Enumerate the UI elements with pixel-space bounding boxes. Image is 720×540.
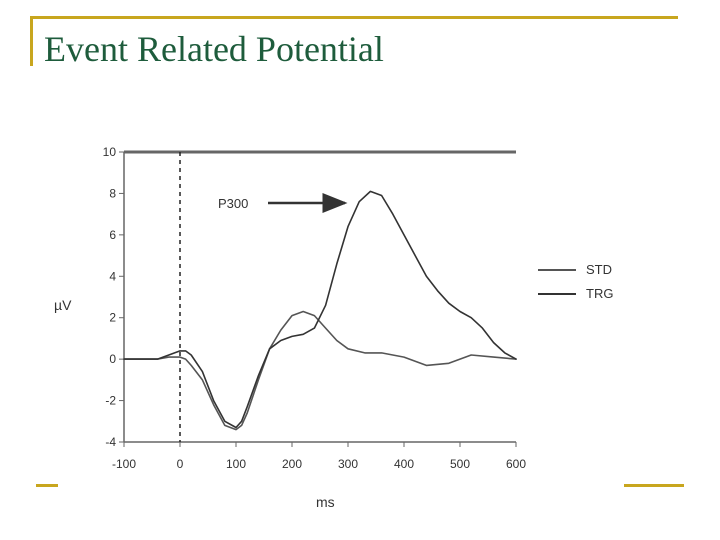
y-tick-label: 6 xyxy=(109,228,116,242)
p300-annotation-label: P300 xyxy=(218,196,248,211)
slide-title: Event Related Potential xyxy=(44,29,384,69)
y-tick-label: -4 xyxy=(105,435,116,449)
y-axis-ticks: 10 8 6 4 2 0 -2 -4 xyxy=(103,145,124,449)
x-axis-ticks: -100 0 100 200 300 400 500 600 xyxy=(112,442,526,471)
x-tick-label: 600 xyxy=(506,457,526,471)
x-axis-label: ms xyxy=(316,494,335,510)
y-tick-label: 4 xyxy=(109,269,116,283)
y-axis-label: µV xyxy=(54,297,72,313)
y-tick-label: 2 xyxy=(109,311,116,325)
x-tick-label: 100 xyxy=(226,457,246,471)
left-accent-rule xyxy=(30,16,33,66)
y-tick-label: 10 xyxy=(103,145,117,159)
bottom-right-accent-rule xyxy=(624,484,684,487)
x-tick-label: 500 xyxy=(450,457,470,471)
y-tick-label: 8 xyxy=(109,186,116,200)
x-tick-label: 300 xyxy=(338,457,358,471)
series-line-std xyxy=(123,310,517,431)
series-line-trg xyxy=(123,190,517,429)
series-lines xyxy=(123,190,517,431)
legend-label-trg: TRG xyxy=(586,286,613,301)
x-tick-label: 400 xyxy=(394,457,414,471)
y-tick-label: 0 xyxy=(109,352,116,366)
plot-frame xyxy=(123,150,516,443)
legend-label-std: STD xyxy=(586,262,612,277)
x-tick-label: 0 xyxy=(177,457,184,471)
y-tick-label: -2 xyxy=(105,394,116,408)
x-tick-label: -100 xyxy=(112,457,136,471)
x-tick-label: 200 xyxy=(282,457,302,471)
bottom-left-accent-rule xyxy=(36,484,58,487)
legend: STD TRG xyxy=(538,262,613,301)
top-accent-rule xyxy=(30,16,678,19)
